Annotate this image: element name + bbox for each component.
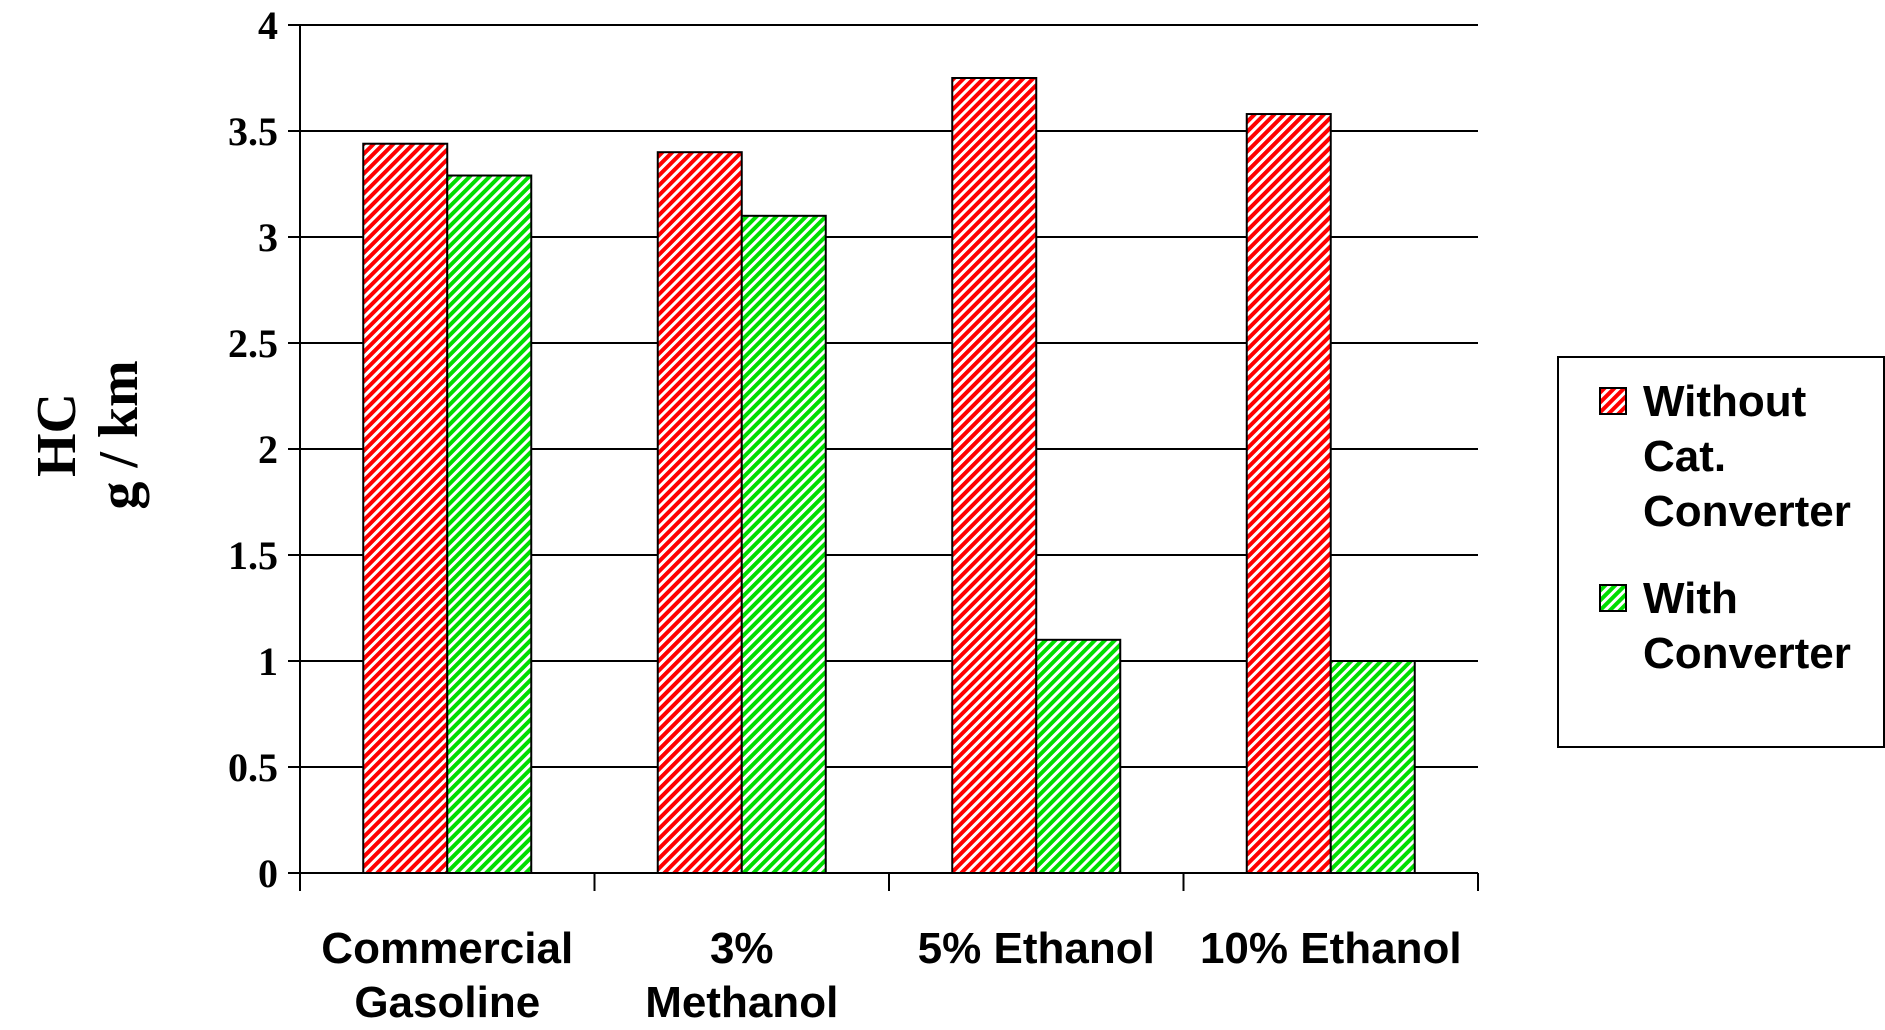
legend-label-line: Converter: [1643, 487, 1851, 536]
x-category-label: Commercial Gasoline: [321, 924, 573, 1027]
y-tick-label: 3: [258, 215, 278, 260]
x-category-label: 5% Ethanol: [918, 924, 1155, 973]
x-category-label-line: Methanol: [645, 978, 838, 1027]
y-tick-label: 0.5: [228, 745, 278, 790]
legend-label-line: Cat.: [1643, 432, 1726, 481]
y-tick-label: 2: [258, 427, 278, 472]
x-category-label-line: Gasoline: [354, 978, 540, 1027]
bar-without-cat-converter-1: [656, 151, 743, 874]
x-category-label-line: Commercial: [321, 924, 573, 973]
legend-label-line: Converter: [1643, 629, 1851, 678]
legend-swatch: [1599, 584, 1627, 612]
y-tick-label: 1.5: [228, 533, 278, 578]
legend-swatch: [1599, 387, 1627, 415]
x-category-label: 10% Ethanol: [1200, 924, 1462, 973]
y-axis-label-line: g / km: [88, 360, 150, 509]
legend-label: With Converter: [1643, 574, 1851, 678]
x-axis: [299, 872, 1479, 891]
y-tick-labels: 0 0.5 1 1.5 2 2.5 3 3.5 4: [228, 3, 278, 896]
x-category-label-line: 5% Ethanol: [918, 924, 1155, 973]
x-category-label-line: 10% Ethanol: [1200, 924, 1462, 973]
y-tick-label: 4: [258, 3, 278, 48]
bar-without-cat-converter-2: [951, 77, 1038, 874]
bar-with-converter-3: [1329, 660, 1416, 874]
bar-with-converter-1: [740, 214, 827, 875]
y-axis-label: HCg / km: [26, 360, 150, 509]
y-tick-label: 3.5: [228, 109, 278, 154]
y-axis: [288, 24, 301, 874]
bar-without-cat-converter-0: [362, 142, 449, 875]
bar-without-cat-converter-3: [1245, 113, 1332, 875]
bar-with-converter-2: [1035, 638, 1122, 874]
legend-label: Without Cat. Converter: [1643, 377, 1851, 536]
legend-label-line: Without: [1643, 377, 1807, 426]
legend: Without Cat. Converter With Converter: [1557, 356, 1885, 748]
bar-with-converter-0: [446, 174, 533, 874]
x-category-label: 3% Methanol: [645, 924, 838, 1027]
y-axis-label-line: HC: [26, 393, 88, 477]
y-tick-label: 2.5: [228, 321, 278, 366]
x-category-label-line: 3%: [710, 924, 774, 973]
y-tick-label: 1: [258, 639, 278, 684]
y-tick-label: 0: [258, 851, 278, 896]
legend-box: [1557, 356, 1885, 748]
legend-label-line: With: [1643, 574, 1738, 623]
x-category-labels: Commercial Gasoline 3% Methanol 5% Ethanol 10…: [321, 924, 1461, 1027]
bars: [362, 77, 1416, 875]
